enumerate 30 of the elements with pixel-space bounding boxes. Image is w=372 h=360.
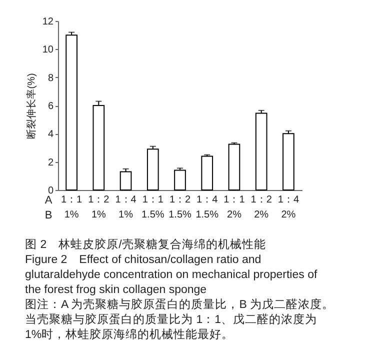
text: Figure 2 Effect of chitosan/collagen ratio and glutaraldehyde concentration on mechanical properties of the forest frog skin collagen sponge [25, 253, 318, 298]
y-tick-label: 10 [42, 44, 54, 56]
bar [66, 34, 78, 190]
bar [228, 144, 240, 190]
y-tick-label: 12 [42, 16, 54, 28]
bar [282, 133, 294, 190]
x-tick-label: 1：2 2% [250, 194, 272, 220]
x-tick-label: 1：1 1.5% [141, 194, 164, 220]
y-tick-label: 4 [48, 129, 54, 140]
bar [201, 156, 214, 190]
bar [146, 148, 159, 190]
x-tick-label: 1：4 2% [278, 194, 300, 220]
y-axis-title: 断裂伸长率(%) [25, 73, 38, 139]
x-tick-label: 1：4 1% [115, 194, 137, 220]
y-tick-label: 2 [48, 157, 54, 168]
x-tick-label: 1：1 2% [224, 194, 246, 220]
y-tick-label: 6 [48, 101, 54, 112]
x-axis-title: A B [44, 194, 53, 222]
bar [92, 105, 105, 190]
y-tick-label: 0 [48, 186, 54, 196]
bar [120, 171, 132, 190]
x-tick-label: 1：4 1.5% [196, 194, 219, 220]
x-tick-label: 1：2 1% [88, 194, 110, 220]
x-tick-label: 1：2 1.5% [168, 194, 192, 220]
bar [255, 112, 268, 190]
y-tick-label: 8 [48, 72, 54, 84]
bar [174, 170, 186, 190]
text: 图 2 林蛙皮胶原/壳聚糖复合海绵的机械性能 [25, 238, 267, 253]
text: 图注：A 为壳聚糖与胶原蛋白的质量比，B 为戊二醛浓度。当壳聚糖与胶原蛋白的质量比为 1：1、戊二醛的浓度为 1%时，林蛙胶原海绵的机械性能最好。 [25, 298, 335, 343]
x-tick-label: 1：1 1% [60, 194, 83, 220]
